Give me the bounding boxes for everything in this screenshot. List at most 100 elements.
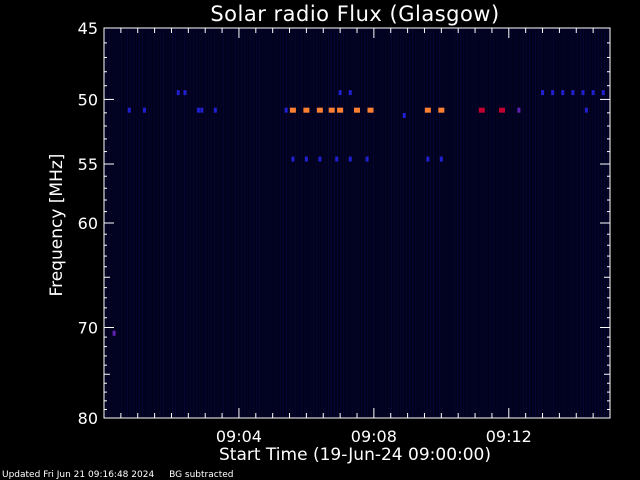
noise-streak	[571, 29, 572, 417]
noise-streak	[118, 29, 119, 417]
noise-streak	[142, 29, 143, 417]
noise-streak	[520, 29, 521, 417]
noise-streak	[463, 29, 464, 417]
noise-streak	[184, 29, 185, 417]
burst-mark	[176, 90, 180, 96]
noise-streak	[409, 29, 410, 417]
noise-streak	[298, 29, 299, 417]
noise-streak	[568, 29, 569, 417]
noise-streak	[406, 29, 407, 417]
noise-streak	[214, 29, 215, 417]
burst-mark	[213, 107, 217, 113]
noise-streak	[238, 29, 239, 417]
noise-streak	[154, 29, 155, 417]
burst-mark	[354, 107, 360, 113]
noise-streak	[421, 29, 422, 417]
burst-mark	[338, 90, 342, 96]
noise-streak	[580, 29, 581, 417]
noise-streak	[250, 29, 251, 417]
noise-streak	[199, 29, 200, 417]
noise-streak	[190, 29, 191, 417]
burst-mark	[183, 90, 187, 96]
noise-streak	[328, 29, 329, 417]
noise-streak	[175, 29, 176, 417]
noise-streak	[532, 29, 533, 417]
noise-streak	[349, 29, 350, 417]
noise-streak	[346, 29, 347, 417]
noise-streak	[370, 29, 371, 417]
noise-streak	[316, 29, 317, 417]
noise-streak	[151, 29, 152, 417]
y-axis-ticks: 45 50 55 60 70 80	[78, 19, 610, 428]
noise-streak	[244, 29, 245, 417]
noise-streak	[241, 29, 242, 417]
noise-streak	[430, 29, 431, 417]
noise-streak	[136, 29, 137, 417]
burst-mark	[337, 107, 344, 113]
noise-streak	[475, 29, 476, 417]
noise-streak	[526, 29, 527, 417]
noise-streak	[223, 29, 224, 417]
burst-mark	[335, 156, 339, 162]
noise-streak	[574, 29, 575, 417]
noise-streak	[229, 29, 230, 417]
x-axis-ticks: 09:04 09:08 09:12	[120, 28, 594, 446]
noise-streak	[148, 29, 149, 417]
noise-streak	[565, 29, 566, 417]
noise-streak	[412, 29, 413, 417]
noise-streak	[505, 29, 506, 417]
burst-mark	[499, 107, 506, 113]
noise-streak	[181, 29, 182, 417]
burst-mark	[289, 107, 296, 113]
noise-streak	[196, 29, 197, 417]
noise-streak	[508, 29, 509, 417]
y-tick-label: 70	[78, 318, 98, 337]
noise-streak	[478, 29, 479, 417]
burst-mark	[581, 90, 585, 96]
noise-streak	[160, 29, 161, 417]
burst-mark	[591, 90, 595, 96]
noise-streak	[187, 29, 188, 417]
noise-streak	[169, 29, 170, 417]
noise-streak	[550, 29, 551, 417]
noise-streak	[385, 29, 386, 417]
burst-mark	[517, 107, 521, 113]
noise-streak	[517, 29, 518, 417]
noise-streak	[274, 29, 275, 417]
noise-streak	[202, 29, 203, 417]
noise-streak	[496, 29, 497, 417]
noise-streak	[124, 29, 125, 417]
plot-area	[104, 28, 610, 418]
burst-mark	[478, 107, 485, 113]
burst-mark	[348, 156, 352, 162]
noise-streak	[292, 29, 293, 417]
noise-streak	[211, 29, 212, 417]
burst-mark	[426, 156, 430, 162]
x-tick-label: 09:04	[216, 427, 262, 446]
noise-streak	[382, 29, 383, 417]
y-tick-label: 80	[78, 409, 98, 428]
noise-streak	[331, 29, 332, 417]
burst-mark	[439, 156, 443, 162]
y-tick-label: 55	[78, 155, 98, 174]
burst-mark	[584, 107, 588, 113]
noise-streak	[121, 29, 122, 417]
noise-streak	[418, 29, 419, 417]
noise-streak	[334, 29, 335, 417]
burst-mark	[402, 112, 406, 118]
noise-streak	[361, 29, 362, 417]
burst-mark	[601, 90, 605, 96]
updated-timestamp: Updated Fri Jun 21 09:16:48 2024	[2, 470, 155, 480]
noise-streak	[511, 29, 512, 417]
noise-streak	[247, 29, 248, 417]
noise-streak	[400, 29, 401, 417]
noise-streak	[460, 29, 461, 417]
noise-streak	[235, 29, 236, 417]
noise-streak	[553, 29, 554, 417]
burst-mark	[291, 156, 295, 162]
noise-streak	[259, 29, 260, 417]
burst-mark	[367, 107, 374, 113]
noise-streak	[547, 29, 548, 417]
burst-mark	[112, 330, 116, 336]
noise-streak	[280, 29, 281, 417]
